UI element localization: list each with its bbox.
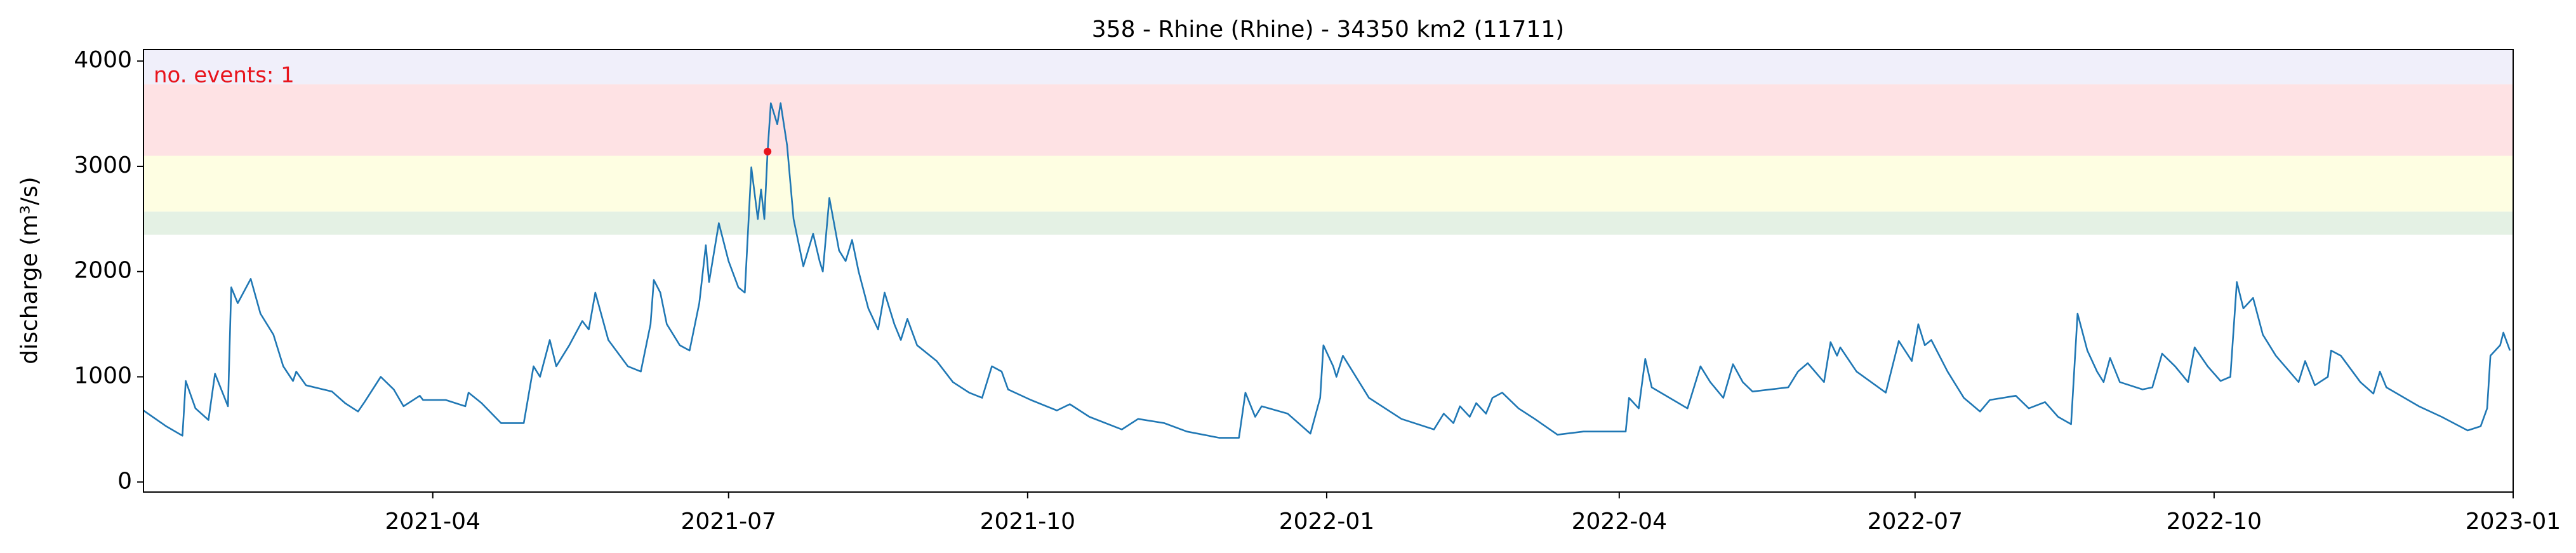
y-tick-label: 2000 <box>74 258 132 284</box>
y-axis-label: discharge (m³/s) <box>17 177 43 364</box>
x-tick-label: 2022-10 <box>2167 509 2262 535</box>
x-tick-label: 2022-01 <box>1279 509 1374 535</box>
x-tick-label: 2021-10 <box>980 509 1075 535</box>
y-tick-label: 1000 <box>74 363 132 389</box>
y-tick-label: 3000 <box>74 152 132 178</box>
threshold-band <box>143 211 2513 235</box>
y-tick-label: 0 <box>117 468 132 494</box>
x-tick-label: 2021-04 <box>385 509 481 535</box>
x-tick-label: 2021-07 <box>681 509 776 535</box>
chart-title: 358 - Rhine (Rhine) - 34350 km2 (11711) <box>1092 17 1564 43</box>
x-tick-label: 2022-07 <box>1868 509 1963 535</box>
threshold-band <box>143 50 2513 84</box>
threshold-band <box>143 156 2513 212</box>
event-point <box>764 147 772 156</box>
plot-frame <box>143 49 2514 493</box>
y-tick-label: 4000 <box>74 47 132 73</box>
discharge-line <box>143 102 2511 439</box>
event-count: no. events: 1 <box>154 63 295 88</box>
threshold-band <box>143 84 2513 156</box>
x-tick-label: 2022-04 <box>1572 509 1667 535</box>
x-tick-label: 2023-01 <box>2466 509 2561 535</box>
